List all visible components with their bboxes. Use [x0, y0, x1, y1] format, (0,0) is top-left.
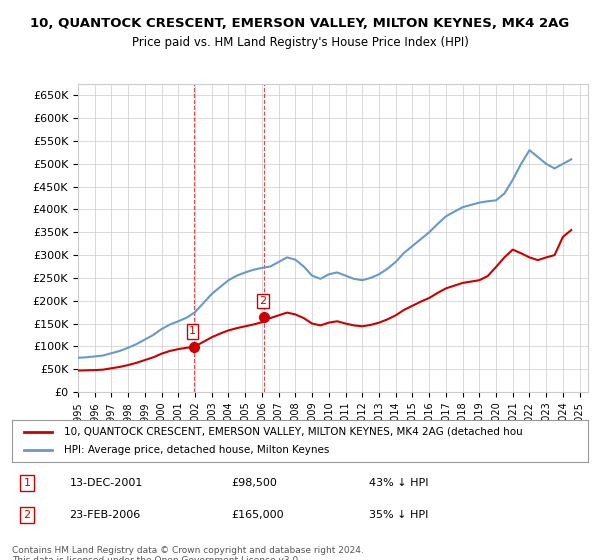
Text: 43% ↓ HPI: 43% ↓ HPI: [369, 478, 428, 488]
Text: 10, QUANTOCK CRESCENT, EMERSON VALLEY, MILTON KEYNES, MK4 2AG: 10, QUANTOCK CRESCENT, EMERSON VALLEY, M…: [31, 17, 569, 30]
Text: HPI: Average price, detached house, Milton Keynes: HPI: Average price, detached house, Milt…: [64, 445, 329, 455]
Text: £165,000: £165,000: [231, 510, 284, 520]
Text: 1: 1: [23, 478, 31, 488]
Text: 1: 1: [189, 326, 196, 336]
Text: £98,500: £98,500: [231, 478, 277, 488]
Text: 23-FEB-2006: 23-FEB-2006: [70, 510, 141, 520]
Text: 35% ↓ HPI: 35% ↓ HPI: [369, 510, 428, 520]
Text: 10, QUANTOCK CRESCENT, EMERSON VALLEY, MILTON KEYNES, MK4 2AG (detached hou: 10, QUANTOCK CRESCENT, EMERSON VALLEY, M…: [64, 427, 523, 437]
Text: 13-DEC-2001: 13-DEC-2001: [70, 478, 143, 488]
Text: 2: 2: [259, 296, 266, 306]
Text: Price paid vs. HM Land Registry's House Price Index (HPI): Price paid vs. HM Land Registry's House …: [131, 36, 469, 49]
Text: Contains HM Land Registry data © Crown copyright and database right 2024.
This d: Contains HM Land Registry data © Crown c…: [12, 546, 364, 560]
Text: 2: 2: [23, 510, 31, 520]
